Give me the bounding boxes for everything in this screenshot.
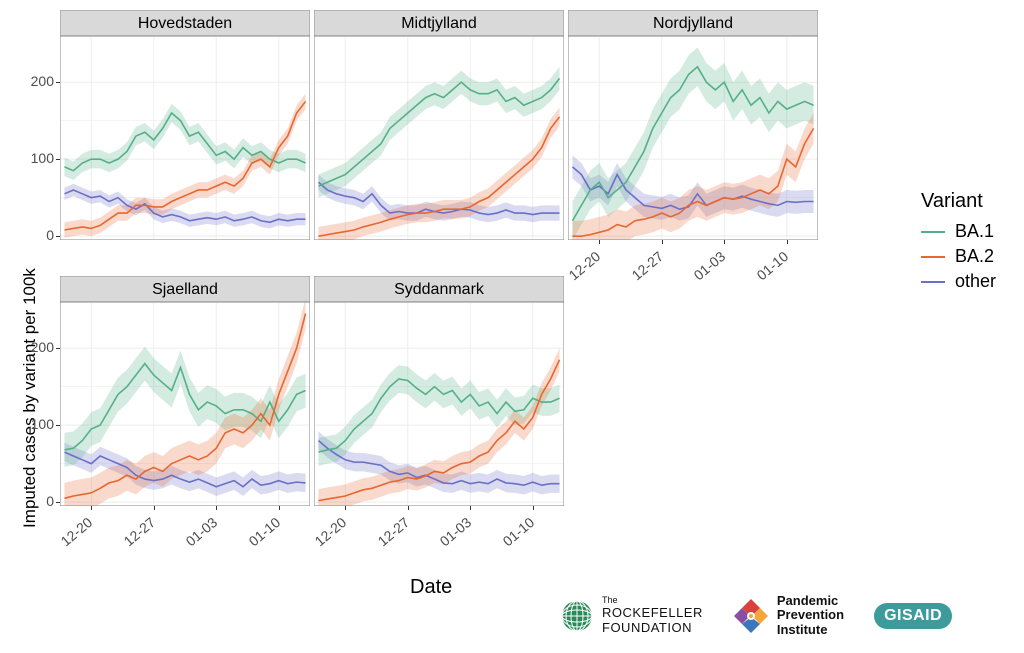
legend-item-other: other bbox=[921, 271, 996, 292]
legend-item-ba-2: BA.2 bbox=[921, 246, 996, 267]
ppi-line2: Prevention bbox=[777, 607, 844, 622]
x-tick-label: 01-10 bbox=[488, 514, 537, 558]
y-tick-label: 100 bbox=[20, 416, 54, 432]
x-tick-label: 01-03 bbox=[426, 514, 475, 558]
legend-swatch bbox=[921, 256, 945, 258]
y-tick-label: 200 bbox=[20, 73, 54, 89]
legend-swatch bbox=[921, 231, 945, 233]
y-tick-label: 100 bbox=[20, 150, 54, 166]
ppi-line1: Pandemic bbox=[777, 593, 838, 608]
rockefeller-the: The bbox=[602, 596, 703, 605]
panel-syddanmark: Syddanmark bbox=[314, 276, 564, 506]
x-tick-label: 12-27 bbox=[109, 514, 158, 558]
x-tick-label: 01-10 bbox=[742, 248, 791, 292]
rockefeller-line2: FOUNDATION bbox=[602, 620, 692, 635]
legend-swatch bbox=[921, 281, 945, 283]
x-tick-label: 01-10 bbox=[234, 514, 283, 558]
panel-sjaelland: Sjaelland bbox=[60, 276, 310, 506]
svg-text:Nordjylland: Nordjylland bbox=[653, 15, 733, 32]
footer-logos: The ROCKEFELLER FOUNDATION Pandemic Prev… bbox=[560, 594, 952, 637]
gisaid-logo: GISAID bbox=[874, 603, 952, 629]
x-tick-label: 12-27 bbox=[363, 514, 412, 558]
x-tick-label: 12-27 bbox=[617, 248, 666, 292]
y-axis-label: Imputed cases by variant per 100k bbox=[20, 268, 40, 528]
svg-text:Midtjylland: Midtjylland bbox=[401, 15, 477, 32]
legend-title: Variant bbox=[921, 190, 996, 213]
diamond-icon bbox=[733, 598, 769, 634]
legend-label: BA.2 bbox=[955, 246, 994, 267]
x-tick-label: 12-20 bbox=[47, 514, 96, 558]
rockefeller-line1: ROCKEFELLER bbox=[602, 605, 703, 620]
svg-text:Hovedstaden: Hovedstaden bbox=[138, 15, 232, 32]
x-tick-label: 01-03 bbox=[680, 248, 729, 292]
ppi-line3: Institute bbox=[777, 622, 828, 637]
panel-nordjylland: Nordjylland bbox=[568, 10, 818, 240]
legend-label: BA.1 bbox=[955, 221, 994, 242]
panel-midtjylland: Midtjylland bbox=[314, 10, 564, 240]
y-tick-label: 0 bbox=[20, 493, 54, 509]
y-tick-label: 0 bbox=[20, 227, 54, 243]
legend: Variant BA.1 BA.2 other bbox=[921, 190, 996, 296]
rockefeller-logo: The ROCKEFELLER FOUNDATION bbox=[560, 596, 703, 635]
y-tick-label: 200 bbox=[20, 339, 54, 355]
ppi-logo: Pandemic Prevention Institute bbox=[733, 594, 844, 637]
globe-icon bbox=[560, 599, 594, 633]
legend-item-ba-1: BA.1 bbox=[921, 221, 996, 242]
x-tick-label: 01-03 bbox=[172, 514, 221, 558]
facet-grid: Hovedstaden0100200MidtjyllandNordjylland… bbox=[60, 10, 820, 560]
x-axis-label: Date bbox=[410, 576, 452, 599]
x-tick-label: 12-20 bbox=[301, 514, 350, 558]
svg-text:Sjaelland: Sjaelland bbox=[152, 281, 218, 298]
legend-label: other bbox=[955, 271, 996, 292]
svg-text:Syddanmark: Syddanmark bbox=[394, 281, 485, 298]
panel-hovedstaden: Hovedstaden bbox=[60, 10, 310, 240]
